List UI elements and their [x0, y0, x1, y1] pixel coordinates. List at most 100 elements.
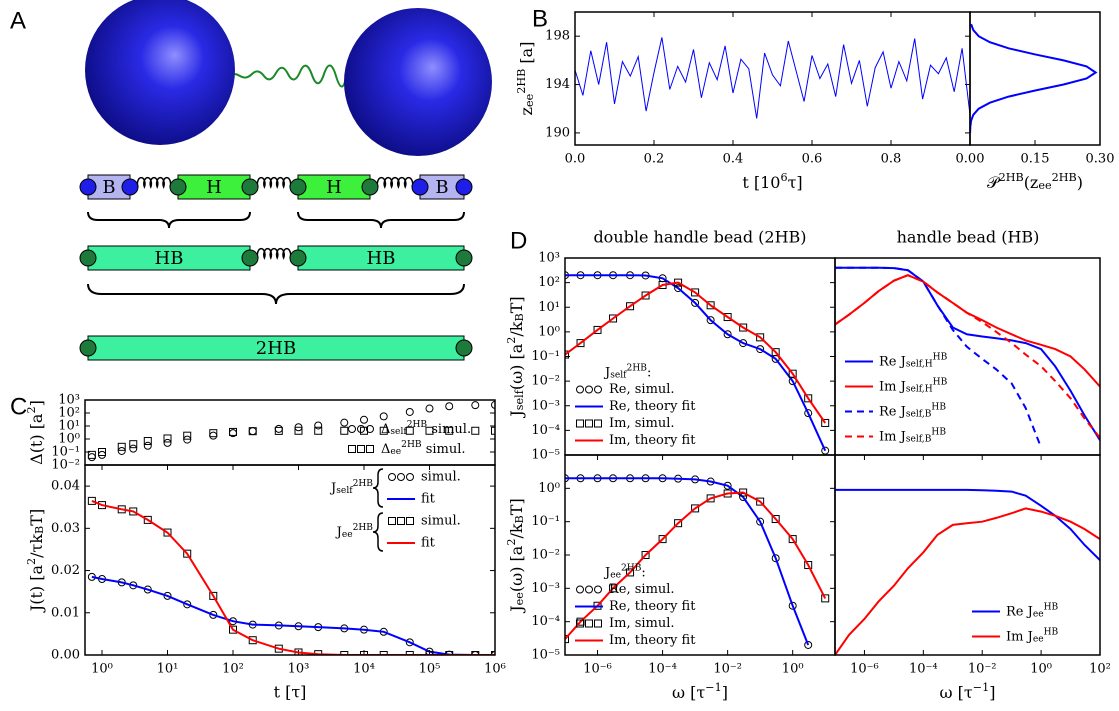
bead-label: B — [102, 177, 115, 198]
marker — [771, 515, 780, 524]
bead-label: B — [435, 177, 448, 198]
marker — [163, 438, 172, 447]
marker — [739, 323, 748, 332]
marker — [163, 434, 172, 443]
label-part: simul. — [422, 442, 466, 457]
y-tick-label: 10² — [538, 275, 560, 290]
y-tick-label: 10⁻⁵ — [531, 648, 560, 663]
x-axis-label: t [106τ] — [742, 171, 802, 191]
marker — [756, 517, 765, 526]
legend-label: simul. — [421, 514, 461, 529]
y-tick-label: 10⁻¹ — [51, 445, 80, 460]
marker — [348, 445, 356, 453]
label-part: ee — [390, 447, 401, 457]
label-part: self,B — [906, 410, 932, 420]
legend-label: Re, theory fit — [609, 399, 696, 414]
label-part: 2HB — [515, 69, 528, 94]
label-part: B — [513, 515, 526, 523]
label-part: Re J — [879, 354, 906, 369]
series-line — [565, 477, 810, 646]
spring — [256, 248, 292, 260]
label-part: 2HB — [353, 479, 374, 489]
box — [297, 174, 371, 200]
label-part: ] — [722, 683, 728, 702]
end-bead — [361, 178, 379, 196]
marker — [723, 330, 732, 339]
y-axis-label: Jee(ω) [a2/kBT] — [505, 498, 526, 613]
marker — [348, 425, 356, 433]
marker — [585, 619, 593, 628]
marker — [804, 640, 813, 649]
series-line — [835, 507, 1100, 655]
frame — [564, 257, 836, 456]
bead-diagram: B H H B HB HB 2HB — [79, 174, 473, 361]
x-tick-label: 10⁰ — [91, 662, 113, 677]
end-bead — [455, 178, 473, 196]
marker — [87, 450, 96, 459]
bead-label: HB — [367, 248, 396, 269]
frame — [574, 11, 971, 146]
label-part: : — [641, 565, 645, 580]
x-tick-label: 10¹ — [157, 662, 179, 677]
y-axis-label: zee2HB [a] — [515, 42, 536, 116]
end-bead — [241, 178, 259, 196]
label-part: 2 — [505, 539, 518, 546]
marker — [163, 528, 172, 537]
label-part: τ] — [788, 173, 803, 192]
marker — [357, 445, 365, 453]
series-line — [91, 575, 495, 655]
label-part: 6 — [780, 171, 787, 184]
label-part: J — [603, 565, 610, 580]
label-part: 2 — [505, 337, 518, 344]
legend-label: Δself2HB simul. — [381, 420, 471, 437]
marker — [756, 497, 765, 506]
y-tick-label: 10⁰ — [58, 432, 80, 447]
x-tick-label: 10³ — [288, 662, 310, 677]
marker — [756, 345, 765, 354]
marker — [491, 400, 495, 409]
marker — [425, 426, 434, 435]
marker — [821, 446, 830, 455]
label-part: 𝒫 — [987, 173, 1001, 192]
x-tick-label: 10⁻⁴ — [648, 662, 677, 677]
label-part: /k — [507, 321, 526, 336]
label-part: 2 — [25, 406, 38, 413]
x-tick-label: 0.00 — [956, 152, 985, 167]
label-part: Δ — [381, 422, 390, 437]
marker — [594, 419, 602, 428]
dumbbell — [85, 0, 492, 156]
label-part: Im J — [1006, 629, 1033, 644]
label-part: Im J — [879, 379, 906, 394]
series-line — [565, 281, 827, 424]
label-part: ee — [610, 571, 621, 581]
y-tick-label: 194 — [545, 77, 570, 92]
end-bead — [241, 249, 259, 267]
plot-area — [835, 266, 1100, 448]
box — [87, 335, 465, 361]
x-axis-label: 𝒫2HB(zee2HB) — [987, 171, 1083, 192]
legend-label: Re Jself,HHB — [879, 353, 948, 370]
marker — [366, 445, 374, 453]
label-part: J — [507, 605, 526, 613]
marker — [788, 535, 797, 544]
panel-label: D — [510, 227, 527, 254]
frame — [834, 454, 1101, 656]
y-tick-label: 10⁰ — [538, 481, 560, 496]
label-part: J — [507, 410, 526, 418]
marker — [405, 651, 414, 655]
label-part: self — [336, 486, 353, 496]
marker — [576, 419, 584, 428]
marker — [183, 549, 192, 558]
label-part: −1 — [705, 681, 722, 694]
marker — [821, 594, 830, 603]
x-axis-label: ω [τ−1] — [672, 681, 728, 701]
marker — [274, 426, 283, 435]
end-bead — [455, 339, 473, 357]
marker — [294, 426, 303, 435]
marker — [706, 301, 715, 310]
y-tick-label: 10⁻² — [51, 458, 80, 473]
legend-label: Im Jself,BHB — [879, 428, 946, 445]
